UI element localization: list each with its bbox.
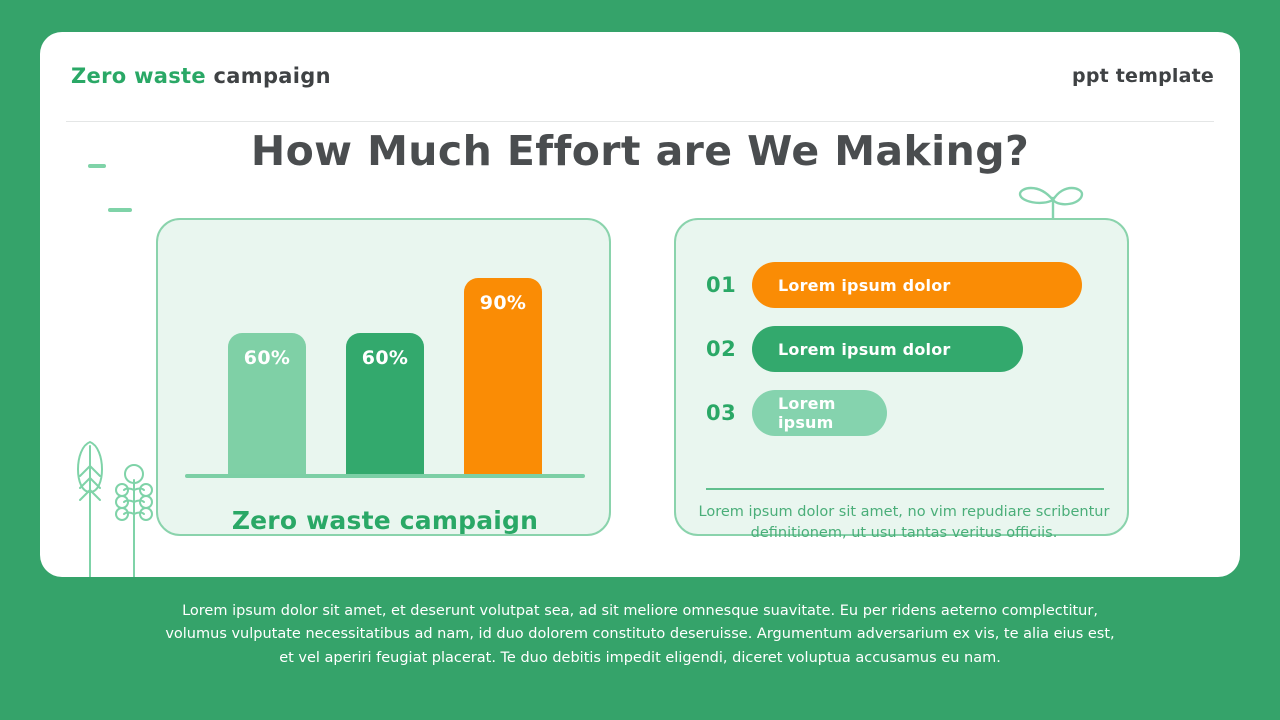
- decor-dash-2: [108, 208, 132, 212]
- bar-chart: 60% 60% 90% Zero waste campaign: [185, 236, 585, 535]
- footer-line-2: volumus vulputate necessitatibus ad nam,…: [165, 626, 1115, 643]
- chart-baseline: [185, 474, 585, 478]
- list-item-pill[interactable]: Lorem ipsum dolor: [752, 326, 1023, 372]
- bar-value-label: 60%: [243, 347, 291, 369]
- bar-value-label: 90%: [479, 292, 527, 314]
- list-item-number: 01: [706, 273, 737, 297]
- list-item-label: Lorem ipsum: [778, 394, 836, 432]
- list-item-label: Lorem ipsum dolor: [778, 339, 951, 359]
- list-item[interactable]: 03 Lorem ipsum: [706, 390, 1104, 436]
- footer-line-1: Lorem ipsum dolor sit amet, et deserunt …: [182, 603, 1098, 619]
- chart-bar[interactable]: 90%: [464, 278, 542, 474]
- list-item-label: Lorem ipsum dolor: [778, 275, 951, 295]
- footer-line-3: et vel aperiri feugiat placerat. Te duo …: [279, 649, 1001, 666]
- footer-text: Lorem ipsum dolor sit amet, et deserunt …: [0, 600, 1280, 670]
- brand-title: Zero waste campaign: [71, 64, 331, 88]
- brand-title-dark: campaign: [213, 64, 331, 88]
- list-item-pill[interactable]: Lorem ipsum: [752, 390, 887, 436]
- slide-card: Zero waste campaign ppt template How Muc…: [40, 32, 1240, 577]
- chart-bar[interactable]: 60%: [346, 333, 424, 474]
- list-item[interactable]: 02 Lorem ipsum dolor: [706, 326, 1104, 372]
- list-item-pill[interactable]: Lorem ipsum dolor: [752, 262, 1082, 308]
- list-item[interactable]: 01 Lorem ipsum dolor: [706, 262, 1104, 308]
- decorative-plants: [68, 432, 188, 577]
- list-panel: 01 Lorem ipsum dolor 02 Lorem ipsum dolo…: [674, 218, 1129, 541]
- page-title: How Much Effort are We Making?: [250, 127, 1030, 175]
- chart-caption: Zero waste campaign: [231, 506, 539, 535]
- decor-dash-1: [88, 164, 106, 168]
- bar-value-label: 60%: [361, 347, 409, 369]
- list-item-number: 02: [706, 337, 737, 361]
- panel-description: Lorem ipsum dolor sit amet, no vim repud…: [698, 504, 1110, 542]
- brand-title-green: Zero waste: [71, 64, 206, 88]
- list-item-number: 03: [706, 401, 737, 425]
- chart-panel: 60% 60% 90% Zero waste campaign: [156, 218, 611, 536]
- chart-bar[interactable]: 60%: [228, 333, 306, 474]
- template-tag: ppt template: [1072, 65, 1214, 87]
- bar-group: 60% 60% 90%: [185, 244, 585, 474]
- panel-divider: [706, 488, 1104, 490]
- list-container: 01 Lorem ipsum dolor 02 Lorem ipsum dolo…: [706, 262, 1104, 454]
- slide-header: Zero waste campaign ppt template: [66, 58, 1214, 122]
